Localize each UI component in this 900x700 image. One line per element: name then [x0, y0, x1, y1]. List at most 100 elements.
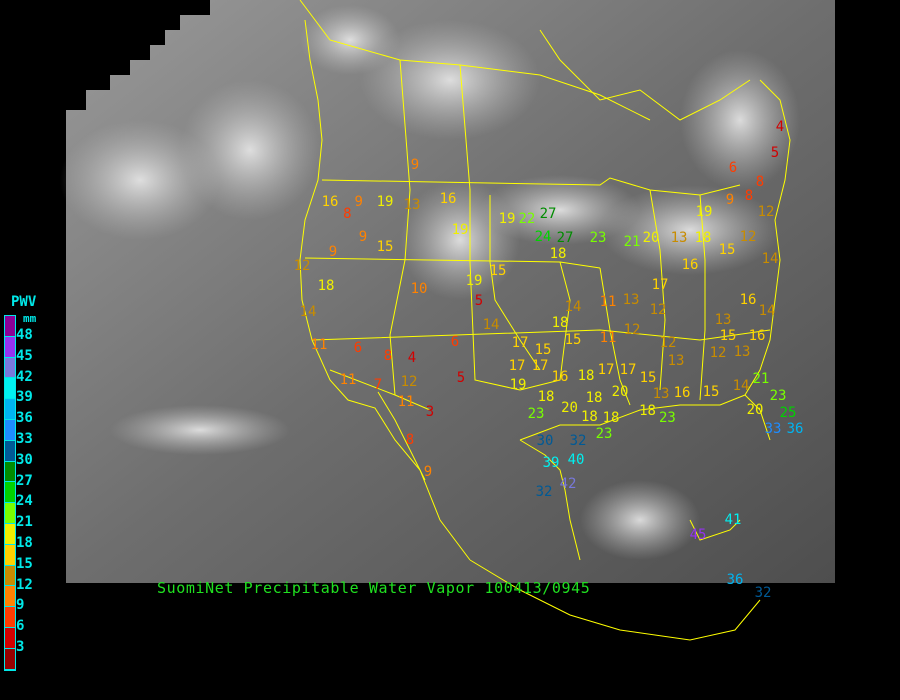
- colorbar-swatch: [5, 482, 15, 504]
- station-pwv-label: 32: [535, 484, 553, 500]
- colorbar-swatch: [5, 316, 15, 337]
- station-pwv-label: 9: [358, 229, 368, 245]
- station-pwv-label: 16: [321, 194, 339, 210]
- colorbar-tick-label: 21: [16, 514, 33, 531]
- station-pwv-label: 13: [652, 385, 670, 402]
- station-pwv-label: 19: [451, 222, 469, 238]
- colorbar-swatch: [5, 523, 15, 545]
- colorbar-tick-label: 15: [16, 555, 33, 572]
- station-pwv-label: 12: [400, 374, 418, 390]
- station-pwv-label: 14: [761, 251, 779, 267]
- colorbar-swatch: [5, 607, 15, 628]
- station-pwv-label: 5: [456, 370, 466, 386]
- station-pwv-label: 16: [739, 292, 757, 308]
- legend-unit: mm: [23, 312, 37, 325]
- station-pwv-label: 20: [642, 230, 660, 246]
- station-pwv-label: 14: [299, 304, 317, 320]
- station-pwv-label: 9: [423, 464, 433, 480]
- station-pwv-label: 15: [702, 384, 720, 400]
- station-pwv-label: 15: [564, 332, 582, 349]
- station-pwv-label: 18: [585, 390, 603, 406]
- cloud-cover: [60, 5, 800, 560]
- station-pwv-label: 18: [694, 230, 712, 246]
- station-pwv-label: 5: [770, 145, 780, 161]
- station-pwv-label: 33: [764, 421, 782, 438]
- station-pwv-label: 24: [534, 229, 552, 245]
- colorbar-tick-label: 48: [16, 327, 33, 343]
- station-pwv-label: 16: [439, 191, 457, 207]
- station-pwv-label: 6: [728, 160, 738, 176]
- colorbar-swatch: [5, 627, 15, 649]
- station-pwv-label: 12: [623, 322, 641, 338]
- station-pwv-label: 15: [639, 369, 657, 386]
- station-pwv-label: 42: [559, 476, 577, 492]
- station-pwv-label: 15: [719, 328, 737, 344]
- station-pwv-label: 13: [622, 292, 640, 308]
- colorbar-swatch: [5, 419, 15, 441]
- colorbar-swatch: [5, 378, 15, 400]
- station-pwv-label: 11: [339, 372, 357, 388]
- station-pwv-label: 18: [639, 402, 656, 419]
- station-pwv-label: 4: [407, 350, 417, 366]
- station-pwv-label: 17: [511, 335, 529, 351]
- station-pwv-label: 21: [752, 371, 770, 388]
- station-pwv-label: 8: [744, 188, 754, 204]
- station-pwv-label: 15: [534, 342, 552, 358]
- colorbar-swatch: [5, 461, 15, 483]
- station-pwv-label: 6: [353, 340, 363, 356]
- station-pwv-label: 11: [599, 294, 617, 310]
- station-pwv-label: 8: [343, 206, 352, 222]
- station-pwv-label: 27: [539, 206, 557, 222]
- legend-title: PWV: [11, 294, 37, 310]
- colorbar-tick-label: 12: [16, 576, 33, 593]
- colorbar-tick-label: 30: [16, 451, 33, 468]
- station-pwv-label: 14: [482, 317, 500, 333]
- station-pwv-label: 5: [474, 293, 484, 309]
- colorbar-tick-label: 27: [16, 472, 33, 489]
- colorbar-tick-label: 6: [16, 618, 25, 635]
- station-pwv-label: 16: [748, 328, 766, 344]
- station-pwv-label: 36: [786, 421, 804, 438]
- station-pwv-label: 23: [589, 230, 607, 246]
- station-pwv-label: 12: [293, 258, 311, 274]
- station-pwv-label: 14: [732, 378, 750, 394]
- station-pwv-label: 17: [597, 362, 615, 378]
- station-pwv-label: 12: [709, 345, 727, 361]
- station-pwv-label: 11: [397, 394, 415, 410]
- station-pwv-label: 19: [695, 204, 713, 220]
- station-pwv-label: 12: [649, 302, 667, 318]
- colorbar-tick-label: 39: [16, 389, 33, 406]
- station-pwv-label: 17: [651, 277, 669, 293]
- station-pwv-label: 18: [537, 388, 555, 405]
- station-pwv-label: 18: [580, 409, 598, 425]
- station-pwv-label: 13: [403, 197, 421, 213]
- station-pwv-label: 6: [450, 334, 460, 350]
- station-pwv-label: 4: [775, 119, 785, 135]
- station-pwv-label: 19: [376, 194, 394, 210]
- station-pwv-label: 16: [551, 369, 569, 385]
- colorbar-tick-label: 42: [16, 368, 33, 385]
- colorbar: [4, 315, 16, 671]
- station-pwv-label: 13: [733, 344, 751, 360]
- station-pwv-label: 23: [769, 387, 787, 404]
- station-pwv-label: 9: [410, 157, 420, 173]
- station-pwv-label: 18: [317, 278, 335, 294]
- station-pwv-label: 23: [527, 405, 545, 422]
- station-pwv-label: 20: [746, 402, 764, 418]
- colorbar-swatch: [5, 586, 15, 608]
- station-pwv-label: 17: [619, 362, 637, 378]
- colorbar-tick-label: 36: [16, 410, 33, 427]
- station-pwv-label: 14: [564, 298, 582, 315]
- station-pwv-label: 27: [556, 230, 574, 246]
- colorbar-tick-label: 45: [16, 347, 33, 364]
- station-pwv-label: 18: [549, 246, 567, 262]
- station-pwv-label: 9: [328, 244, 338, 260]
- colorbar-swatch: [5, 648, 15, 670]
- colorbar-tick-label: 24: [16, 493, 33, 510]
- station-pwv-label: 32: [754, 585, 772, 601]
- station-pwv-label: 10: [410, 281, 428, 297]
- colorbar-tick-label: 3: [16, 639, 25, 655]
- station-pwv-label: 17: [531, 358, 549, 374]
- station-pwv-label: 41: [724, 512, 742, 528]
